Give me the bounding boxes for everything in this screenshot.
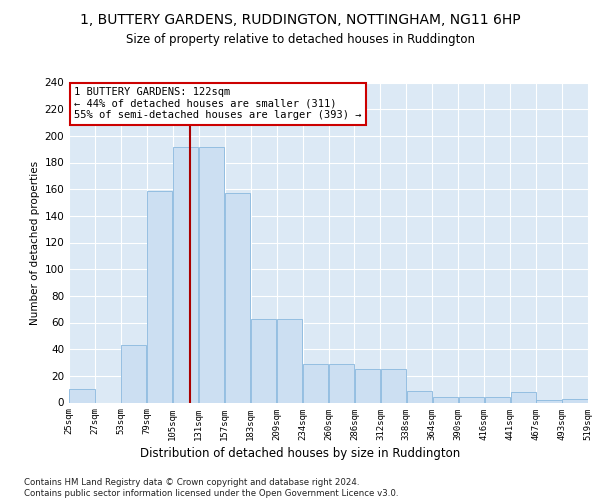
Bar xyxy=(277,318,302,402)
Bar xyxy=(536,400,562,402)
Bar xyxy=(511,392,536,402)
Bar xyxy=(121,345,146,403)
Text: 1, BUTTERY GARDENS, RUDDINGTON, NOTTINGHAM, NG11 6HP: 1, BUTTERY GARDENS, RUDDINGTON, NOTTINGH… xyxy=(80,12,520,26)
Text: Distribution of detached houses by size in Ruddington: Distribution of detached houses by size … xyxy=(140,448,460,460)
Bar xyxy=(303,364,328,403)
Bar xyxy=(485,397,510,402)
Text: Size of property relative to detached houses in Ruddington: Size of property relative to detached ho… xyxy=(125,32,475,46)
Bar xyxy=(458,397,484,402)
Bar xyxy=(70,389,95,402)
Bar xyxy=(355,369,380,402)
Text: Contains HM Land Registry data © Crown copyright and database right 2024.
Contai: Contains HM Land Registry data © Crown c… xyxy=(24,478,398,498)
Bar xyxy=(251,318,276,402)
Bar xyxy=(329,364,354,403)
Bar xyxy=(225,193,250,402)
Bar xyxy=(407,390,432,402)
Y-axis label: Number of detached properties: Number of detached properties xyxy=(30,160,40,324)
Text: 1 BUTTERY GARDENS: 122sqm
← 44% of detached houses are smaller (311)
55% of semi: 1 BUTTERY GARDENS: 122sqm ← 44% of detac… xyxy=(74,88,362,120)
Bar xyxy=(562,398,587,402)
Bar xyxy=(147,190,172,402)
Bar xyxy=(381,369,406,402)
Bar xyxy=(199,146,224,402)
Bar xyxy=(173,146,199,402)
Bar xyxy=(433,397,458,402)
